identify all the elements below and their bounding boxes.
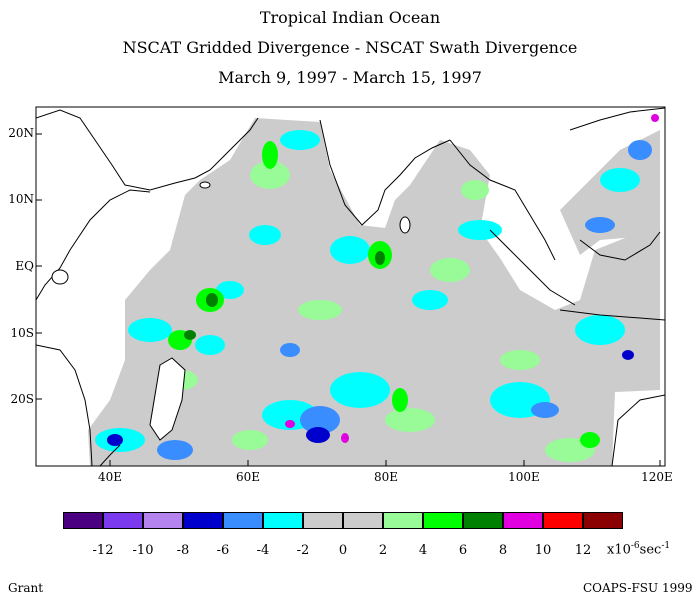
lon-label-100e: 100E [508, 470, 540, 484]
colorbar-swatch [343, 512, 383, 529]
colorbar-swatch [223, 512, 263, 529]
lon-label-40e: 40E [97, 470, 123, 484]
colorbar-tick-label: 6 [458, 543, 468, 558]
colorbar-swatch [383, 512, 423, 529]
lat-label-20s: 20S [10, 392, 35, 406]
colorbar-tick-label: 10 [534, 543, 552, 558]
org-credit: COAPS-FSU 1999 [583, 581, 693, 595]
map-title: Tropical Indian Ocean [259, 8, 441, 27]
darkgreen-patches [184, 251, 385, 340]
colorbar-swatch [303, 512, 343, 529]
colorbar-swatch [463, 512, 503, 529]
colorbar-swatch [583, 512, 623, 529]
lat-label-10s: 10S [10, 326, 35, 340]
colorbar-swatch [543, 512, 583, 529]
author-credit: Grant [8, 581, 44, 595]
lon-label-80e: 80E [373, 470, 399, 484]
colorbar-tick-label: 12 [574, 543, 592, 558]
magenta-patches [285, 114, 659, 443]
ocean-data-region [88, 118, 660, 466]
colorbar-tick-label: -2 [296, 543, 310, 558]
colorbar-tick-label: 4 [418, 543, 428, 558]
colorbar-tick-label: -6 [216, 543, 230, 558]
lon-label-60e: 60E [235, 470, 261, 484]
colorbar-swatch [143, 512, 183, 529]
colorbar-tick-label: 0 [338, 543, 348, 558]
coastlines [36, 107, 665, 466]
map-date-range: March 9, 1997 - March 15, 1997 [218, 68, 482, 87]
colorbar-swatch [423, 512, 463, 529]
colorbar-tick-label: 2 [378, 543, 388, 558]
islands [51, 181, 411, 441]
colorbar-tick-label: -12 [92, 543, 114, 558]
colorbar-tick-label: 8 [498, 543, 508, 558]
colorbar-swatch [103, 512, 143, 529]
lat-label-10n: 10N [8, 192, 34, 206]
map-subtitle: NSCAT Gridded Divergence - NSCAT Swath D… [122, 38, 578, 57]
axis-ticks [36, 133, 661, 466]
colorbar-tick-label: -4 [256, 543, 270, 558]
data-field [36, 107, 665, 466]
colorbar-swatch [503, 512, 543, 529]
lightgreen-patches [162, 161, 595, 462]
colorbar-unit: x10-6sec-1 [607, 541, 671, 558]
lon-label-120e: 120E [641, 470, 673, 484]
darkblue-patches [107, 350, 634, 446]
colorbar-tick-label: -8 [176, 543, 190, 558]
lat-label-20n: 20N [8, 126, 34, 140]
lat-label-eq: EQ [15, 259, 34, 273]
blue-patches [157, 140, 652, 460]
colorbar-swatch [63, 512, 103, 529]
colorbar-swatch [183, 512, 223, 529]
plot-frame [35, 106, 666, 467]
colorbar-swatch [263, 512, 303, 529]
colorbar-tick-label: -10 [132, 543, 154, 558]
ocean-data-region-ne [560, 130, 660, 255]
